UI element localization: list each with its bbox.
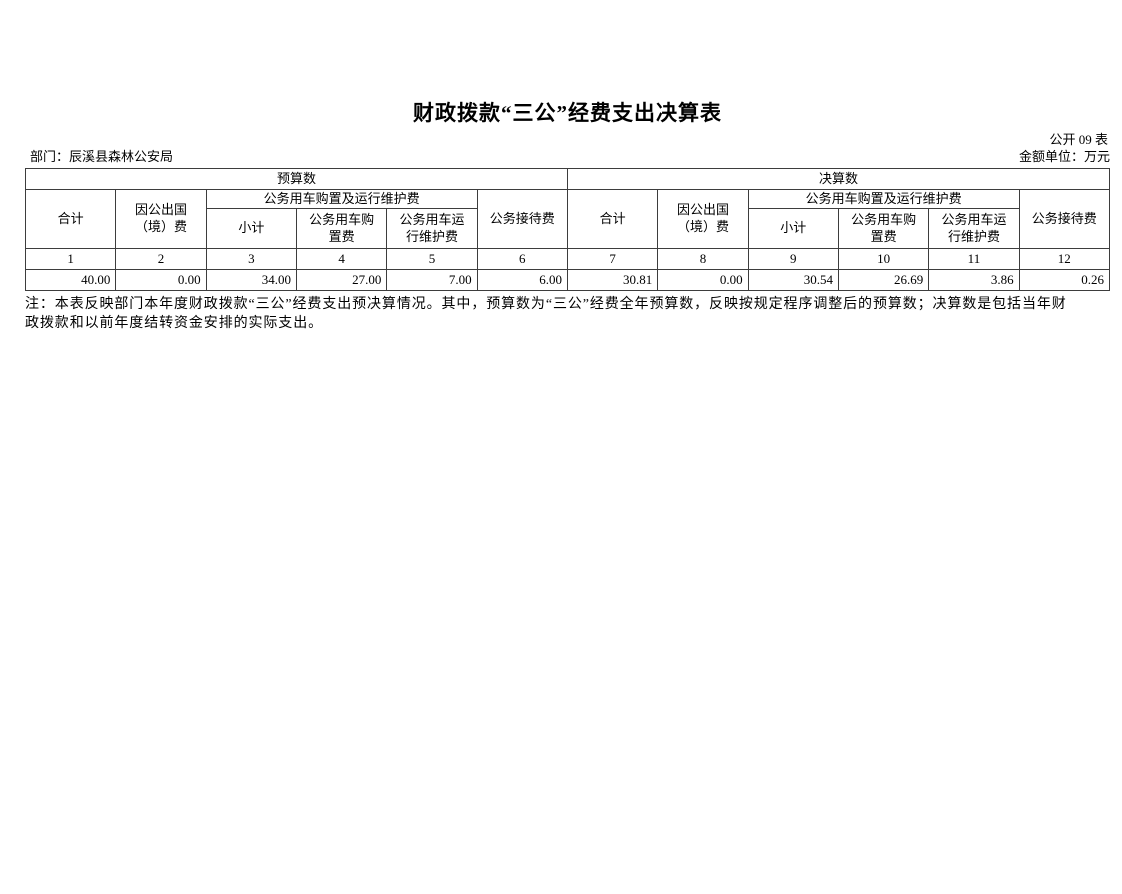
column-number-2: 2 bbox=[115, 248, 207, 271]
value-budget-vehicle-purchase: 27.00 bbox=[295, 269, 388, 292]
budget-header-vehicle-subtotal: 小计 bbox=[205, 208, 297, 250]
column-number-row: 1 2 3 4 5 6 7 8 9 10 11 12 bbox=[24, 248, 1111, 271]
document-page: 财政拨款“三公”经费支出决算表 公开 09 表 部门：辰溪县森林公安局 金额单位… bbox=[0, 101, 1122, 333]
column-number-12: 12 bbox=[1018, 248, 1111, 271]
value-final-reception: 0.26 bbox=[1018, 269, 1111, 292]
department-label: 部门：辰溪县森林公安局 bbox=[30, 149, 174, 165]
final-header-vehicle-purchase: 公务用车购置费 bbox=[837, 208, 930, 250]
value-final-abroad: 0.00 bbox=[657, 269, 749, 292]
three-public-expenses-table: 预算数 决算数 合计 因公出国（境）费 公务用车购置及运行维护费 公务接待费 合… bbox=[24, 168, 1111, 292]
note-line-1: 注：本表反映部门本年度财政拨款“三公”经费支出预决算情况。其中，预算数为“三公”… bbox=[25, 297, 1067, 313]
value-budget-abroad: 0.00 bbox=[115, 269, 207, 292]
column-number-7: 7 bbox=[566, 248, 659, 271]
form-code: 公开 09 表 bbox=[1049, 132, 1108, 148]
unit-label: 金额单位：万元 bbox=[1018, 149, 1110, 165]
value-final-total: 30.81 bbox=[566, 269, 659, 292]
budget-header-vehicle-maintenance: 公务用车运行维护费 bbox=[386, 208, 478, 250]
value-final-vehicle-subtotal: 30.54 bbox=[747, 269, 839, 292]
value-budget-reception: 6.00 bbox=[476, 269, 568, 292]
budget-header-vehicle-purchase: 公务用车购置费 bbox=[295, 208, 388, 250]
column-number-9: 9 bbox=[747, 248, 839, 271]
budget-header-total: 合计 bbox=[24, 189, 117, 250]
final-header-vehicle-subtotal: 小计 bbox=[747, 208, 839, 250]
table-note: 注：本表反映部门本年度财政拨款“三公”经费支出预决算情况。其中，预算数为“三公”… bbox=[25, 295, 1110, 333]
value-final-vehicle-maintenance: 3.86 bbox=[928, 269, 1020, 292]
sub-header-row: 小计 公务用车购置费 公务用车运行维护费 小计 公务用车购置费 公务用车运行维护… bbox=[26, 208, 1110, 250]
column-number-3: 3 bbox=[205, 248, 297, 271]
note-line-2: 政拨款和以前年度结转资金安排的实际支出。 bbox=[25, 316, 323, 332]
final-header-total: 合计 bbox=[566, 189, 659, 250]
value-budget-vehicle-maintenance: 7.00 bbox=[386, 269, 478, 292]
column-number-5: 5 bbox=[386, 248, 478, 271]
page-title: 财政拨款“三公”经费支出决算表 bbox=[413, 101, 722, 125]
section-header-budget: 预算数 bbox=[25, 168, 568, 191]
final-header-vehicle-maintenance: 公务用车运行维护费 bbox=[928, 208, 1020, 250]
value-budget-vehicle-subtotal: 34.00 bbox=[205, 269, 297, 292]
column-number-4: 4 bbox=[295, 248, 388, 271]
final-header-abroad: 因公出国（境）费 bbox=[657, 189, 749, 250]
column-number-1: 1 bbox=[24, 248, 117, 271]
value-final-vehicle-purchase: 26.69 bbox=[837, 269, 930, 292]
section-header-row: 预算数 决算数 bbox=[25, 168, 1111, 191]
meta-row: 部门：辰溪县森林公安局 金额单位：万元 bbox=[25, 149, 1110, 165]
value-row: 40.00 0.00 34.00 27.00 7.00 6.00 30.81 0… bbox=[24, 269, 1111, 292]
budget-header-abroad: 因公出国（境）费 bbox=[115, 189, 207, 250]
column-number-11: 11 bbox=[928, 248, 1020, 271]
column-number-6: 6 bbox=[476, 248, 568, 271]
value-budget-total: 40.00 bbox=[24, 269, 117, 292]
budget-header-vehicle-group: 公务用车购置及运行维护费 bbox=[205, 189, 478, 210]
final-header-reception: 公务接待费 bbox=[1018, 189, 1111, 250]
section-header-final: 决算数 bbox=[566, 168, 1111, 191]
column-number-8: 8 bbox=[657, 248, 749, 271]
group-header-row: 合计 因公出国（境）费 公务用车购置及运行维护费 公务接待费 合计 因公出国（境… bbox=[24, 189, 1111, 250]
budget-header-reception: 公务接待费 bbox=[476, 189, 568, 250]
column-number-10: 10 bbox=[837, 248, 930, 271]
final-header-vehicle-group: 公务用车购置及运行维护费 bbox=[747, 189, 1020, 210]
